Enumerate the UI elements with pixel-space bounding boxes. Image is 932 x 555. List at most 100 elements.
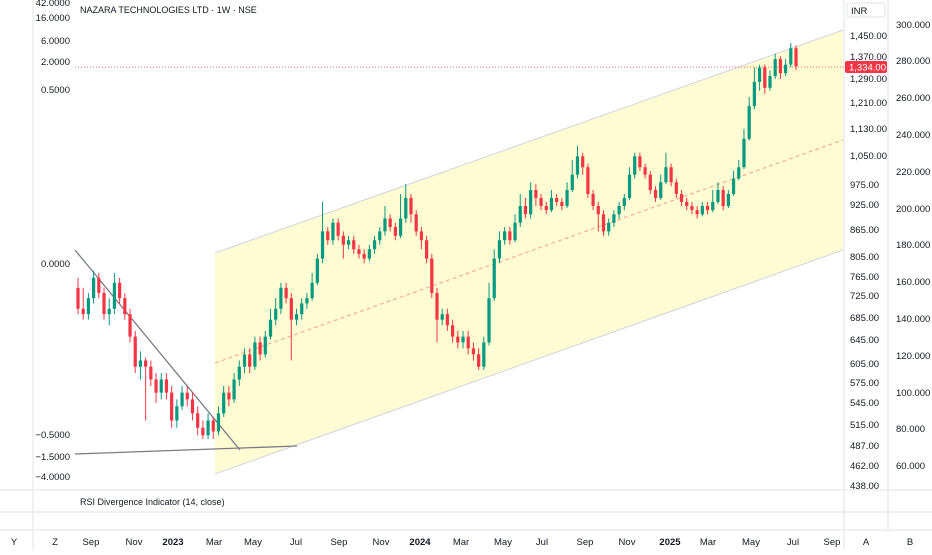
candle-down[interactable] (456, 336, 460, 343)
candle-down[interactable] (81, 308, 85, 315)
candle-down[interactable] (419, 231, 424, 241)
candle-down[interactable] (674, 182, 678, 194)
candle-up[interactable] (237, 366, 241, 380)
candle-down[interactable] (144, 360, 148, 367)
candle-down[interactable] (643, 167, 647, 175)
candle-up[interactable] (612, 214, 616, 223)
candle-up[interactable] (320, 231, 325, 259)
candle-down[interactable] (393, 227, 397, 236)
candle-up[interactable] (279, 287, 283, 309)
descending-trendline[interactable] (74, 249, 241, 451)
candle-up[interactable] (789, 48, 793, 65)
candle-down[interactable] (596, 206, 600, 215)
candle-up[interactable] (565, 190, 569, 207)
candle-up[interactable] (378, 231, 382, 241)
candle-up[interactable] (86, 298, 91, 315)
candle-up[interactable] (175, 406, 179, 421)
candle-up[interactable] (513, 222, 517, 241)
candle-down[interactable] (638, 156, 642, 168)
price-scale[interactable]: 1,450.00 1,370.00 1,290.00 1,210.00 1,13… (850, 31, 887, 492)
candle-down[interactable] (133, 336, 137, 367)
candle-down[interactable] (477, 354, 481, 367)
candle-down[interactable] (196, 413, 200, 428)
candle-down[interactable] (102, 292, 106, 315)
candle-down[interactable] (450, 325, 455, 337)
candle-up[interactable] (346, 240, 351, 245)
candle-up[interactable] (180, 392, 184, 407)
candle-down[interactable] (76, 287, 80, 309)
candle-down[interactable] (591, 193, 595, 207)
candle-down[interactable] (555, 197, 559, 202)
candle-down[interactable] (128, 314, 132, 337)
candle-down[interactable] (227, 392, 231, 400)
candle-down[interactable] (544, 206, 548, 211)
candle-up[interactable] (91, 277, 96, 299)
candle-down[interactable] (258, 342, 262, 355)
candle-down[interactable] (336, 222, 340, 236)
candle-down[interactable] (185, 392, 189, 400)
candle-down[interactable] (284, 287, 288, 299)
candle-down[interactable] (685, 201, 689, 207)
candle-down[interactable] (424, 240, 429, 259)
candle-down[interactable] (778, 59, 783, 74)
candle-up[interactable] (622, 197, 626, 207)
candle-up[interactable] (768, 76, 772, 88)
candle-down[interactable] (695, 210, 699, 215)
candle-up[interactable] (263, 336, 267, 355)
candle-up[interactable] (711, 201, 715, 211)
support-trendline[interactable] (74, 445, 298, 455)
candle-down[interactable] (164, 379, 169, 393)
candle-up[interactable] (487, 298, 491, 343)
candle-down[interactable] (508, 231, 512, 241)
z-scale-button[interactable]: Z (52, 537, 58, 548)
candle-down[interactable] (248, 354, 252, 367)
candle-up[interactable] (633, 156, 637, 175)
candle-down[interactable] (97, 277, 101, 293)
candle-down[interactable] (388, 218, 392, 228)
candle-down[interactable] (201, 427, 205, 436)
candle-down[interactable] (560, 201, 564, 207)
candle-up[interactable] (747, 106, 751, 139)
candle-up[interactable] (492, 258, 496, 299)
candle-down[interactable] (154, 379, 158, 393)
candle-up[interactable] (253, 342, 257, 367)
candle-down[interactable] (118, 282, 122, 299)
candle-down[interactable] (149, 366, 153, 380)
candle-up[interactable] (222, 392, 226, 414)
candle-up[interactable] (404, 197, 408, 219)
candle-down[interactable] (794, 48, 798, 67)
candle-up[interactable] (575, 156, 580, 175)
candle-up[interactable] (398, 218, 403, 236)
channel-lower-line[interactable] (214, 249, 844, 475)
time-axis[interactable]: Sep Nov 2023 Mar May Jul Sep Nov 2024 Ma… (83, 537, 841, 548)
candle-up[interactable] (372, 240, 377, 250)
candle-down[interactable] (539, 197, 543, 207)
candle-up[interactable] (664, 167, 668, 183)
candle-down[interactable] (445, 314, 450, 326)
candle-up[interactable] (300, 303, 304, 315)
candle-up[interactable] (627, 174, 632, 198)
candle-down[interactable] (362, 253, 366, 259)
candle-up[interactable] (268, 319, 273, 337)
candle-up[interactable] (731, 178, 736, 194)
currency-button[interactable] (846, 2, 886, 18)
candle-up[interactable] (159, 379, 163, 393)
candle-up[interactable] (497, 240, 502, 259)
indicator-label[interactable]: RSI Divergence Indicator (14, close) (80, 497, 225, 507)
candle-up[interactable] (216, 413, 221, 432)
candle-up[interactable] (310, 282, 314, 299)
a-scale-button[interactable]: A (863, 537, 870, 548)
candle-up[interactable] (518, 206, 522, 223)
candle-up[interactable] (659, 182, 663, 198)
candle-down[interactable] (466, 336, 470, 349)
candle-down[interactable] (190, 399, 195, 414)
candle-down[interactable] (586, 167, 590, 194)
candle-down[interactable] (534, 190, 538, 198)
candle-up[interactable] (752, 81, 756, 107)
candle-down[interactable] (721, 190, 725, 207)
candle-down[interactable] (523, 206, 528, 215)
candle-down[interactable] (705, 206, 710, 211)
candle-down[interactable] (357, 249, 361, 254)
candle-up[interactable] (274, 308, 278, 320)
candle-down[interactable] (690, 206, 694, 211)
